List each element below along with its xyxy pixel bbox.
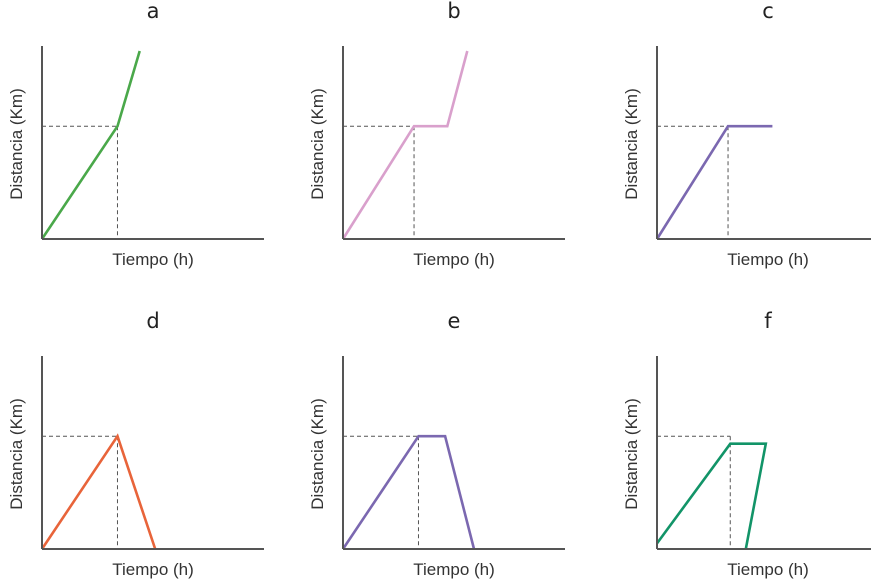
chart-title: e	[448, 309, 461, 333]
y-axis-label: Distancia (Km)	[308, 398, 327, 509]
y-axis-label: Distancia (Km)	[308, 88, 327, 199]
x-axis-label: Tiempo (h)	[727, 250, 809, 269]
data-line	[655, 124, 773, 240]
x-axis-label: Tiempo (h)	[413, 250, 495, 269]
x-axis-label: Tiempo (h)	[727, 560, 809, 579]
x-axis-label: Tiempo (h)	[413, 560, 495, 579]
y-axis-label: Distancia (Km)	[7, 398, 26, 509]
data-line	[655, 442, 768, 550]
data-line	[40, 50, 141, 240]
chart-title: a	[147, 0, 160, 23]
data-line	[341, 434, 476, 550]
chart-title: f	[764, 309, 772, 333]
x-axis-label: Tiempo (h)	[112, 560, 194, 579]
y-axis-label: Distancia (Km)	[622, 88, 641, 199]
chart-panel-b: b Distancia (Km) Tiempo (h)	[308, 0, 565, 269]
y-axis-label: Distancia (Km)	[7, 88, 26, 199]
chart-title: d	[146, 309, 159, 333]
chart-panel-c: c Distancia (Km) Tiempo (h)	[622, 0, 871, 269]
chart-panel-f: f Distancia (Km) Tiempo (h)	[622, 309, 871, 579]
x-axis-label: Tiempo (h)	[112, 250, 194, 269]
data-line	[341, 50, 469, 240]
chart-panel-e: e Distancia (Km) Tiempo (h)	[308, 309, 565, 579]
chart-panel-d: d Distancia (Km) Tiempo (h)	[7, 309, 264, 579]
chart-title: b	[447, 0, 460, 23]
chart-panel-a: a Distancia (Km) Tiempo (h)	[7, 0, 264, 269]
chart-title: c	[762, 0, 774, 23]
y-axis-label: Distancia (Km)	[622, 398, 641, 509]
data-line	[40, 433, 157, 550]
